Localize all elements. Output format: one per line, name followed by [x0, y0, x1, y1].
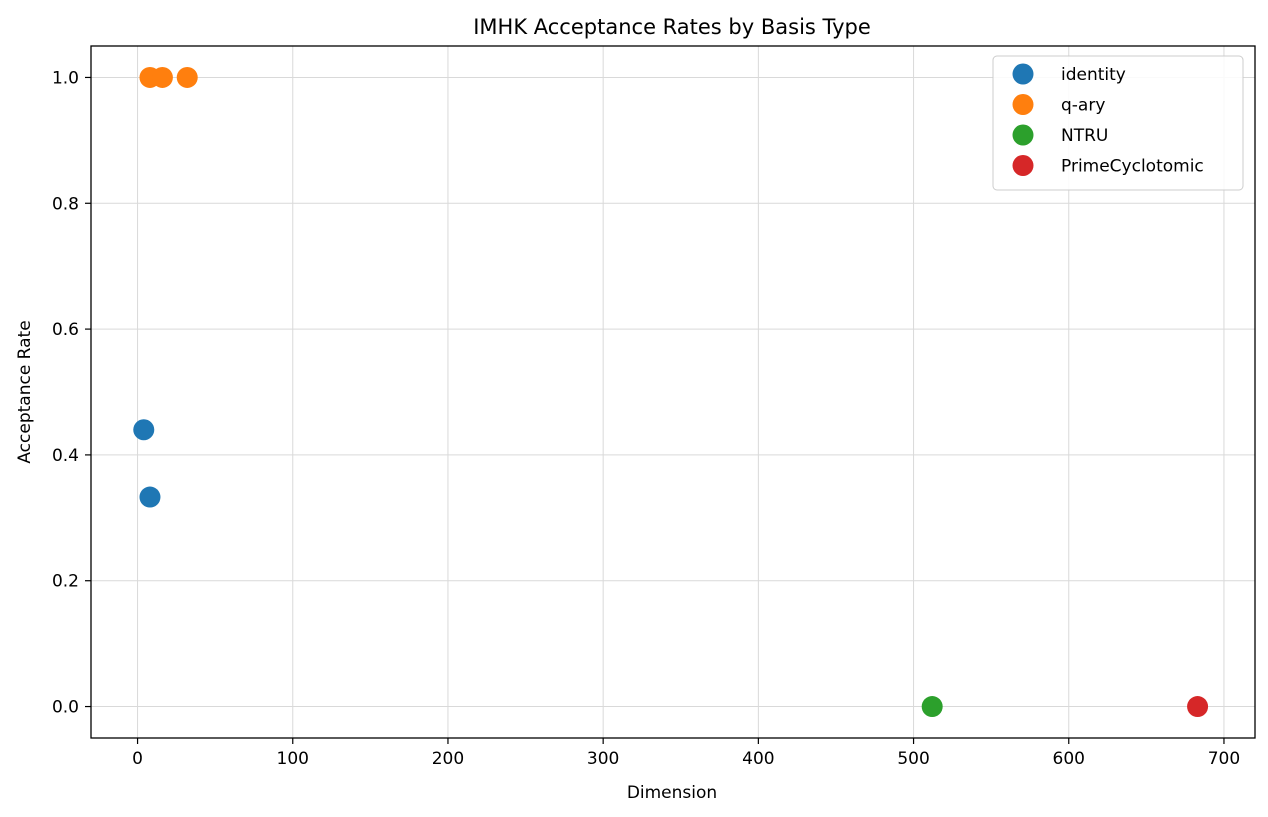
- legend-marker-primecyclotomic: [1012, 155, 1034, 176]
- data-point-q-ary: [151, 66, 173, 88]
- legend-marker-ntru: [1012, 124, 1034, 146]
- y-tick-label: 0.6: [52, 320, 79, 340]
- data-point-primecyclotomic: [1187, 696, 1209, 718]
- plot-frame: [90, 45, 1256, 739]
- legend-label: NTRU: [1061, 126, 1108, 146]
- legend-box: [992, 55, 1244, 191]
- legend-label: q-ary: [1061, 96, 1105, 116]
- x-tick-label: 700: [1208, 749, 1240, 769]
- y-tick-label: 1.0: [52, 68, 79, 88]
- data-point-identity: [139, 486, 161, 508]
- legend-label: identity: [1061, 65, 1126, 85]
- y-tick-label: 0.2: [52, 572, 79, 592]
- y-axis-ticks: 0.0 0.2 0.4 0.6 0.8 1.0: [52, 68, 91, 718]
- legend-marker-identity: [1012, 63, 1034, 85]
- x-tick-label: 400: [742, 749, 774, 769]
- x-tick-label: 500: [897, 749, 929, 769]
- y-tick-label: 0.4: [52, 446, 79, 466]
- x-tick-label: 300: [587, 749, 619, 769]
- y-tick-label: 0.0: [52, 698, 79, 718]
- x-tick-label: 100: [277, 749, 309, 769]
- y-axis-label: Acceptance Rate: [15, 320, 35, 463]
- x-tick-label: 0: [132, 749, 143, 769]
- data-point-identity: [133, 419, 155, 441]
- x-axis-label: Dimension: [627, 783, 717, 803]
- data-point-ntru: [921, 696, 943, 718]
- legend: identity q-ary NTRU PrimeCyclotomic: [992, 55, 1244, 191]
- legend-label: PrimeCyclotomic: [1061, 157, 1204, 177]
- x-tick-label: 200: [432, 749, 464, 769]
- x-axis-ticks: 0 100 200 300 400 500 600 700: [132, 738, 1240, 769]
- data-points: [133, 66, 1209, 718]
- x-tick-label: 600: [1053, 749, 1085, 769]
- legend-marker-q-ary: [1012, 94, 1034, 115]
- y-tick-label: 0.8: [52, 194, 79, 214]
- chart-title: IMHK Acceptance Rates by Basis Type: [473, 15, 871, 39]
- data-point-q-ary: [176, 66, 198, 88]
